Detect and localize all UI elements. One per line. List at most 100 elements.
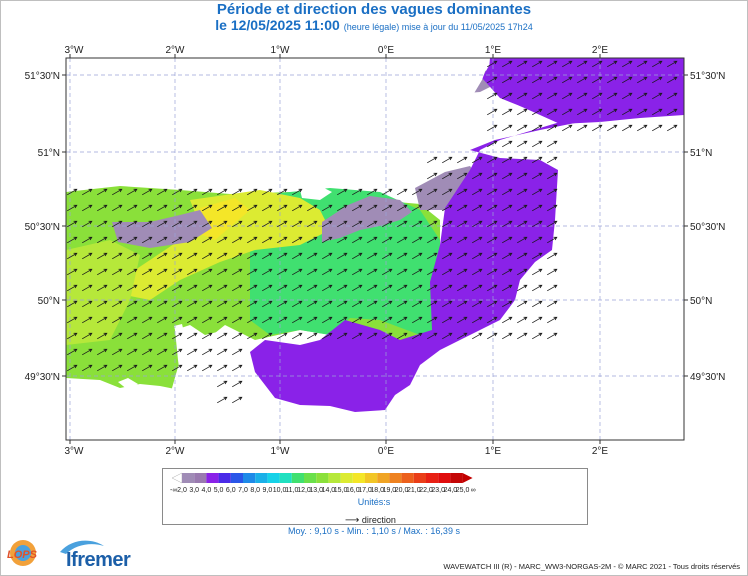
direction-arrow <box>547 92 558 100</box>
direction-arrow <box>322 236 333 244</box>
direction-arrow <box>232 380 243 388</box>
direction-arrow <box>367 284 378 292</box>
direction-arrow <box>97 252 108 260</box>
direction-arrow <box>187 204 198 212</box>
direction-arrow <box>547 60 558 68</box>
direction-arrow <box>517 124 528 132</box>
direction-arrow <box>367 316 378 324</box>
direction-arrow <box>562 76 573 84</box>
direction-arrow <box>532 156 543 164</box>
direction-arrow <box>622 108 633 116</box>
forecast-date: le 12/05/2025 11:00 <box>215 17 340 33</box>
direction-arrow <box>532 236 543 244</box>
direction-arrow <box>232 332 243 340</box>
direction-arrow <box>112 268 123 276</box>
lat-label: 50°30'N <box>690 222 725 233</box>
direction-arrow <box>97 204 108 212</box>
direction-arrow <box>187 332 198 340</box>
direction-arrow <box>157 236 168 244</box>
direction-arrow <box>352 316 363 324</box>
direction-arrow <box>532 172 543 180</box>
direction-arrow <box>457 172 468 180</box>
direction-arrow <box>652 124 663 132</box>
direction-arrow <box>292 220 303 228</box>
direction-arrow <box>427 204 438 212</box>
direction-arrow <box>217 252 228 260</box>
direction-arrow <box>97 220 108 228</box>
direction-arrow <box>412 316 423 324</box>
direction-arrow <box>502 172 513 180</box>
direction-arrow <box>532 204 543 212</box>
direction-arrow <box>307 332 318 340</box>
direction-arrow <box>577 92 588 100</box>
direction-arrow <box>292 188 303 196</box>
direction-arrow <box>427 268 438 276</box>
direction-arrow <box>202 300 213 308</box>
lon-label: 2°E <box>592 45 609 56</box>
direction-arrow <box>172 204 183 212</box>
direction-arrow <box>127 348 138 356</box>
direction-arrow <box>337 300 348 308</box>
direction-arrow <box>502 300 513 308</box>
direction-arrow <box>82 188 93 196</box>
direction-arrow <box>367 204 378 212</box>
direction-arrow <box>502 252 513 260</box>
direction-arrow <box>322 300 333 308</box>
sea-zone-grey-center <box>322 196 412 242</box>
direction-arrow <box>337 332 348 340</box>
direction-arrow <box>247 220 258 228</box>
direction-arrow <box>532 252 543 260</box>
direction-arrow <box>247 284 258 292</box>
direction-arrow <box>187 364 198 372</box>
direction-arrow <box>577 108 588 116</box>
direction-arrow <box>532 92 543 100</box>
direction-arrow <box>172 268 183 276</box>
direction-arrow <box>547 188 558 196</box>
sea-field <box>66 58 684 440</box>
direction-arrow <box>232 268 243 276</box>
direction-arrow <box>472 300 483 308</box>
direction-arrow <box>517 220 528 228</box>
direction-arrow <box>412 188 423 196</box>
land-england <box>66 58 490 192</box>
direction-arrow <box>67 220 78 228</box>
lat-labels-left: 51°30'N 51°N 50°30'N 50°N 49°30'N <box>25 71 60 383</box>
direction-arrow <box>337 236 348 244</box>
lat-label: 49°30'N <box>690 372 725 383</box>
direction-arrow <box>442 172 453 180</box>
direction-arrow <box>352 268 363 276</box>
direction-arrow <box>502 92 513 100</box>
direction-arrow <box>487 252 498 260</box>
direction-arrow <box>397 252 408 260</box>
direction-arrow <box>547 316 558 324</box>
direction-arrow <box>502 332 513 340</box>
direction-arrow <box>157 364 168 372</box>
direction-arrow <box>472 156 483 164</box>
direction-arrow <box>67 252 78 260</box>
land-brittany-north <box>66 378 214 440</box>
direction-arrow <box>187 316 198 324</box>
direction-arrow <box>142 332 153 340</box>
direction-arrow <box>487 268 498 276</box>
direction-arrow <box>397 220 408 228</box>
direction-arrow <box>352 284 363 292</box>
direction-arrow <box>202 220 213 228</box>
direction-arrow <box>457 332 468 340</box>
direction-arrow <box>382 188 393 196</box>
direction-arrow <box>202 236 213 244</box>
direction-arrow <box>112 204 123 212</box>
direction-arrow <box>502 236 513 244</box>
lon-label: 1°W <box>271 45 291 56</box>
direction-arrow <box>262 204 273 212</box>
direction-arrow <box>472 172 483 180</box>
direction-arrow <box>517 204 528 212</box>
direction-arrow <box>217 188 228 196</box>
direction-arrow <box>517 92 528 100</box>
direction-arrow <box>97 364 108 372</box>
direction-arrow <box>517 60 528 68</box>
direction-arrow <box>472 204 483 212</box>
direction-arrow <box>277 316 288 324</box>
direction-arrow <box>457 220 468 228</box>
direction-arrow <box>247 236 258 244</box>
direction-arrow <box>97 300 108 308</box>
